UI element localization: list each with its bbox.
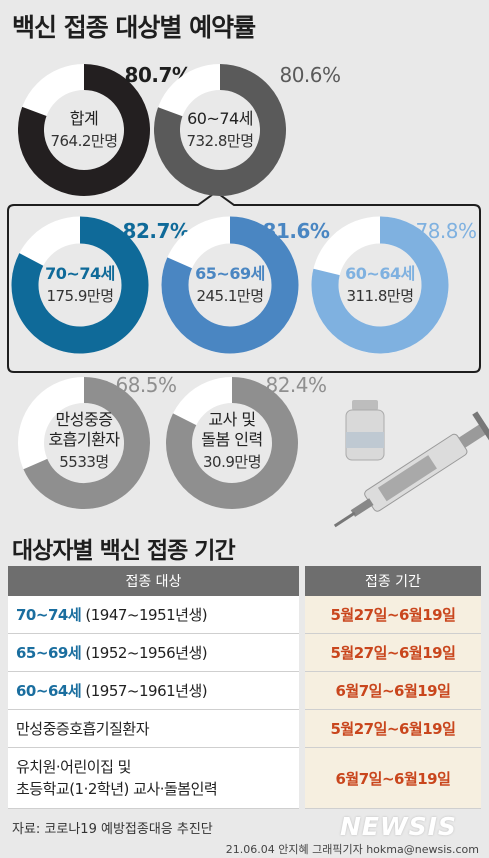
donut-chart-area: 합계764.2만명80.7%60~74세732.8만명80.6%70~74세17…	[7, 63, 489, 528]
source-note: 자료: 코로나19 예방접종대응 추진단	[12, 822, 213, 837]
birth-years: (1952~1956년생)	[81, 644, 208, 662]
table-row: 65~69세 (1952~1956년생) 5월27일~6월19일	[8, 633, 481, 672]
schedule-header-row: 접종 대상 접종 기간	[8, 566, 481, 596]
donut-label: 교사 및	[208, 410, 255, 429]
donut-arc	[18, 64, 150, 196]
table-row: 60~64세 (1957~1961년생) 6월7일~6월19일	[8, 671, 481, 710]
schedule-title: 대상자별 백신 접종 기간	[12, 538, 236, 564]
newsis-logo: NEWSIS	[340, 812, 457, 841]
donut-count: 5533명	[59, 453, 108, 471]
table-row: 유치원·어린이집 및 초등학교(1·2학년) 교사·돌봄인력 6월7일~6월19…	[8, 747, 481, 809]
donut-arc	[23, 377, 150, 509]
donut-3: 65~69세 245.1만명 81.6%	[161, 216, 330, 354]
birth-years: (1957~1961년생)	[81, 682, 208, 700]
donut-count: 245.1만명	[196, 287, 263, 305]
target-label-line2: 초등학교(1·2학년) 교사·돌봄인력	[16, 780, 218, 798]
period-cell: 5월27일~6월19일	[301, 709, 481, 748]
period-cell: 6월7일~6월19일	[301, 671, 481, 710]
donut-value-label: 82.4%	[265, 373, 326, 397]
syringe-vial-illustration	[333, 400, 489, 528]
age-label: 65~69세	[16, 644, 82, 662]
credit-line: 21.06.04 안지혜 그래픽기자 hokma@newsis.com	[225, 843, 479, 856]
donut-count: 764.2만명	[50, 132, 117, 150]
donut-1: 60~74세 732.8만명 80.6%	[154, 63, 341, 196]
donut-label: 60~74세	[187, 109, 253, 128]
birth-years: (1947~1951년생)	[81, 606, 208, 624]
donut-count: 175.9만명	[46, 287, 113, 305]
table-row: 만성중증호흡기질환자 5월27일~6월19일	[8, 709, 481, 748]
donut-arc	[311, 216, 449, 354]
donut-value-label: 80.6%	[279, 63, 340, 87]
table-row: 70~74세 (1947~1951년생) 5월27일~6월19일	[8, 596, 481, 634]
donut-value-label: 78.8%	[415, 219, 476, 243]
donut-count: 311.8만명	[346, 287, 413, 305]
donut-value-label: 82.7%	[123, 219, 190, 243]
target-label: 만성중증호흡기질환자	[16, 720, 150, 738]
donut-count: 30.9만명	[203, 453, 261, 471]
donut-arc	[161, 216, 299, 354]
donut-label: 만성중증	[56, 410, 113, 429]
age-label: 70~74세	[16, 606, 82, 624]
target-cell: 60~64세 (1957~1961년생)	[8, 671, 305, 710]
period-cell: 5월27일~6월19일	[301, 633, 481, 672]
period-cell: 5월27일~6월19일	[301, 596, 481, 634]
donut-arc	[154, 64, 286, 196]
col-period-header: 접종 기간	[301, 566, 481, 596]
target-cell: 만성중증호흡기질환자	[8, 709, 305, 748]
donut-label: 60~64세	[345, 264, 415, 283]
donut-count: 732.8만명	[186, 132, 253, 150]
target-cell: 유치원·어린이집 및 초등학교(1·2학년) 교사·돌봄인력	[8, 747, 305, 809]
donut-6: 교사 및돌봄 인력 30.9만명 82.4%	[166, 373, 327, 509]
page-title: 백신 접종 대상별 예약률	[12, 13, 256, 42]
donut-label: 70~74세	[45, 264, 115, 283]
target-cell: 70~74세 (1947~1951년생)	[8, 596, 305, 634]
period-cell: 6월7일~6월19일	[301, 747, 481, 809]
age-label: 60~64세	[16, 682, 82, 700]
target-label-line1: 유치원·어린이집 및	[16, 758, 131, 776]
col-target-header: 접종 대상	[8, 566, 305, 596]
donut-label: 돌봄 인력	[201, 430, 262, 449]
target-cell: 65~69세 (1952~1956년생)	[8, 633, 305, 672]
donut-label: 호흡기환자	[48, 430, 120, 449]
donut-label: 합계	[70, 109, 98, 128]
donut-value-label: 81.6%	[263, 219, 330, 243]
donut-value-label: 68.5%	[115, 373, 176, 397]
donut-label: 65~69세	[195, 264, 265, 283]
donut-4: 60~64세 311.8만명 78.8%	[311, 216, 477, 354]
donut-arc	[166, 377, 298, 509]
group-bracket	[7, 190, 481, 373]
schedule-table: 접종 대상 접종 기간 70~74세 (1947~1951년생) 5월27일~6…	[8, 566, 481, 809]
donut-arc	[11, 216, 149, 354]
donut-2: 70~74세 175.9만명 82.7%	[11, 216, 190, 354]
